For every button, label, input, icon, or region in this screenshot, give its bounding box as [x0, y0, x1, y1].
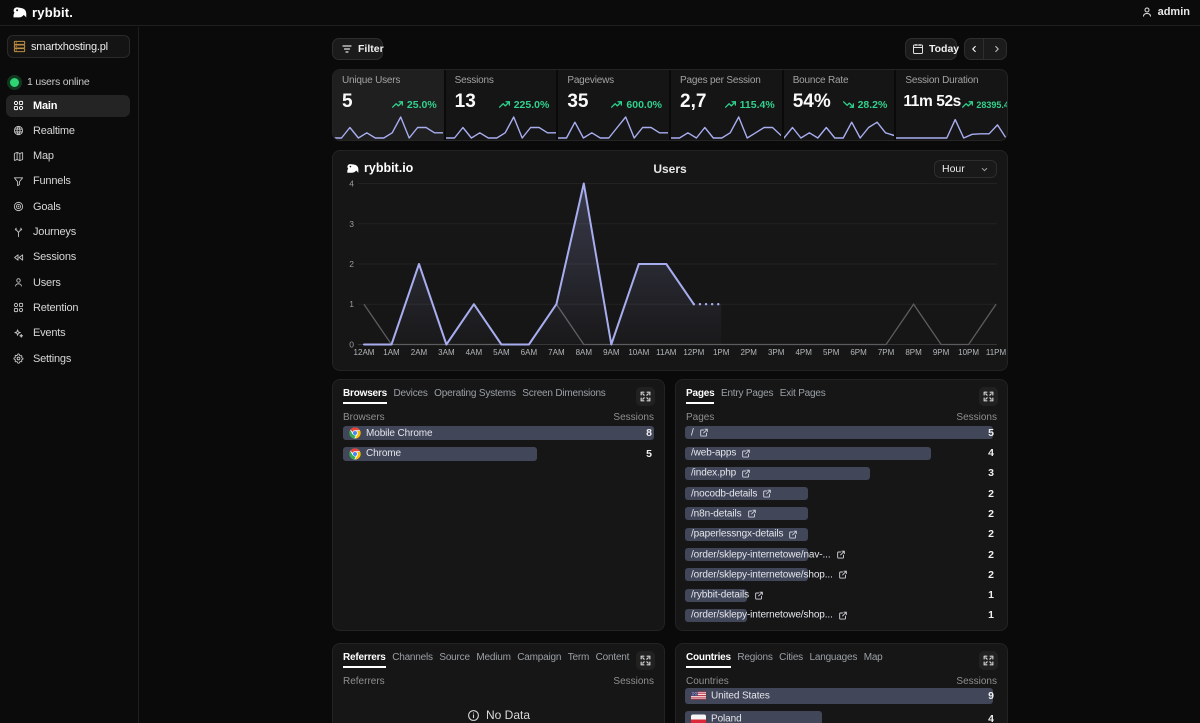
- svg-text:0: 0: [349, 340, 354, 350]
- svg-text:7AM: 7AM: [548, 348, 565, 357]
- svg-text:11AM: 11AM: [656, 348, 677, 357]
- svg-text:4PM: 4PM: [795, 348, 812, 357]
- svg-text:10PM: 10PM: [958, 348, 979, 357]
- svg-text:2: 2: [349, 259, 354, 269]
- svg-text:4: 4: [349, 179, 354, 189]
- svg-text:12AM: 12AM: [354, 348, 375, 357]
- svg-text:1PM: 1PM: [713, 348, 730, 357]
- svg-text:3: 3: [349, 219, 354, 229]
- svg-text:12PM: 12PM: [683, 348, 704, 357]
- svg-text:1AM: 1AM: [383, 348, 400, 357]
- svg-text:4AM: 4AM: [466, 348, 483, 357]
- svg-text:6PM: 6PM: [850, 348, 867, 357]
- svg-text:7PM: 7PM: [878, 348, 895, 357]
- svg-text:11PM: 11PM: [986, 348, 1007, 357]
- svg-text:1: 1: [349, 299, 354, 309]
- svg-text:2PM: 2PM: [740, 348, 757, 357]
- svg-text:5AM: 5AM: [493, 348, 510, 357]
- svg-text:3AM: 3AM: [438, 348, 455, 357]
- svg-text:8PM: 8PM: [905, 348, 922, 357]
- svg-text:3PM: 3PM: [768, 348, 785, 357]
- svg-text:9AM: 9AM: [603, 348, 620, 357]
- svg-text:2AM: 2AM: [411, 348, 428, 357]
- svg-text:6AM: 6AM: [521, 348, 538, 357]
- svg-text:9PM: 9PM: [933, 348, 950, 357]
- svg-text:10AM: 10AM: [628, 348, 649, 357]
- svg-text:8AM: 8AM: [576, 348, 593, 357]
- svg-text:5PM: 5PM: [823, 348, 840, 357]
